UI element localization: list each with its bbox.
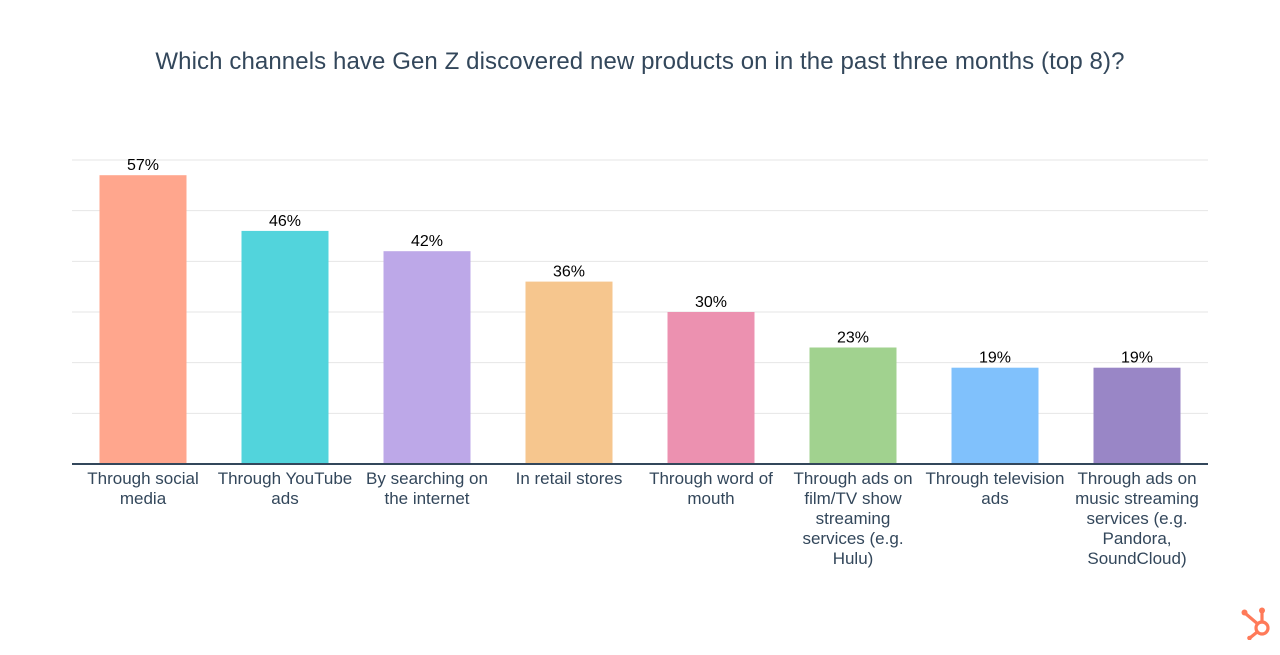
data-label: 23%: [837, 330, 869, 347]
bar-5: [667, 312, 755, 464]
category-label: Through word of mouth: [649, 469, 773, 508]
bar-8: [1093, 367, 1181, 464]
category-label: Through ads on film/TV show streaming se…: [793, 469, 913, 568]
bar-3: [383, 251, 471, 464]
category-label: Through YouTube ads: [217, 469, 353, 508]
bar-6: [809, 347, 897, 464]
chart-title: Which channels have Gen Z discovered new…: [155, 48, 1125, 75]
bar-1: [99, 175, 187, 464]
category-label: In retail stores: [515, 469, 623, 488]
category-label: Through ads on music streaming services …: [1075, 469, 1199, 568]
data-label: 42%: [411, 233, 443, 250]
bar-7: [951, 367, 1039, 464]
bar-2: [241, 230, 329, 464]
hubspot-sprocket-icon: [1241, 607, 1270, 640]
bar-4: [525, 281, 613, 464]
data-label: 19%: [979, 350, 1011, 367]
data-label: 57%: [127, 157, 159, 174]
data-label: 36%: [553, 264, 585, 281]
category-label: Through television ads: [925, 469, 1065, 508]
data-label: 30%: [695, 294, 727, 311]
data-label: 46%: [269, 213, 301, 230]
data-label: 19%: [1121, 350, 1153, 367]
category-label: Through social media: [87, 469, 199, 508]
category-label: By searching on the internet: [366, 469, 488, 508]
